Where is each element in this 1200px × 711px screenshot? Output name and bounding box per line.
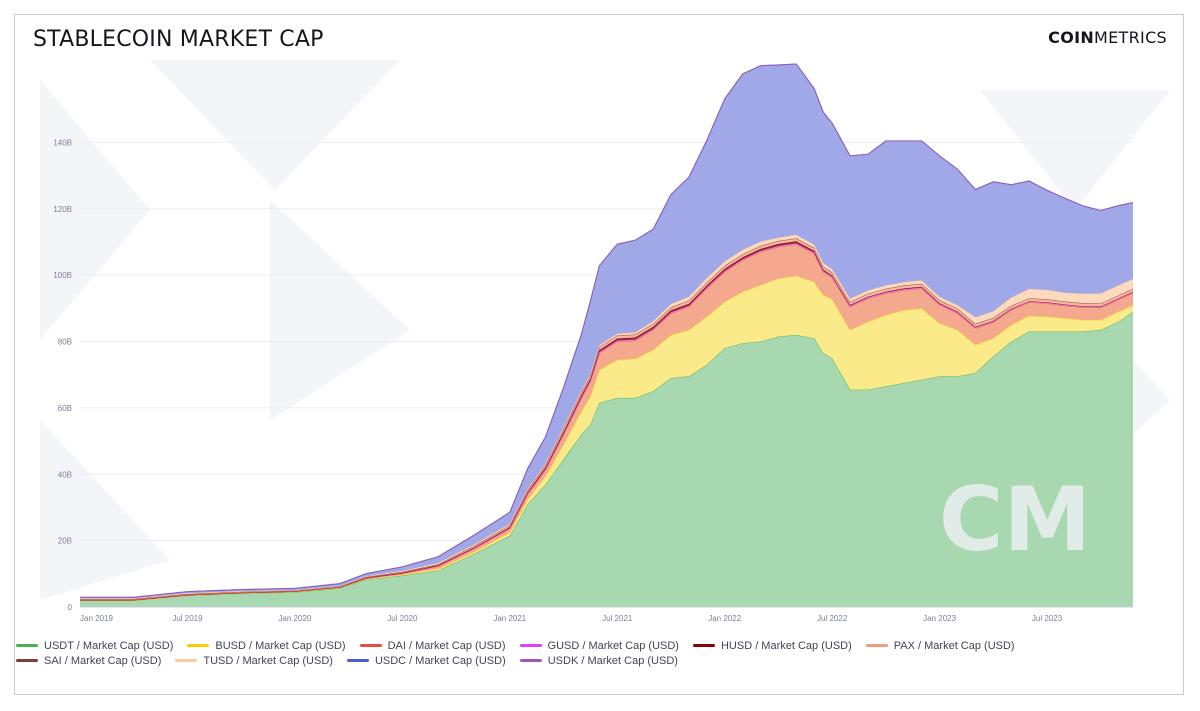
decor-triangle [40,80,150,340]
legend-label: PAX / Market Cap (USD) [893,639,1015,652]
legend-swatch [16,644,38,647]
y-tick-label: 20B [58,537,72,546]
x-tick-label: Jan 2021 [493,614,526,623]
legend-label: GUSD / Market Cap (USD) [547,639,679,652]
y-tick-label: 140B [53,138,72,147]
legend-item[interactable]: BUSD / Market Cap (USD) [187,638,346,653]
legend-swatch [187,644,210,647]
x-tick-label: Jan 2020 [278,614,311,623]
legend-item[interactable]: GUSD / Market Cap (USD) [519,638,679,653]
series-area [80,64,1133,599]
legend-item[interactable]: USDT / Market Cap (USD) [16,638,173,653]
brand-logo-bold: COIN [1048,28,1095,47]
decor-triangle [270,200,410,420]
y-tick-label: 80B [58,338,72,347]
legend-label: USDC / Market Cap (USD) [374,654,506,667]
legend-swatch [519,644,542,647]
legend-label: HUSD / Market Cap (USD) [720,639,852,652]
legend-label: SAI / Market Cap (USD) [44,654,162,667]
series-area [80,311,1133,607]
legend-row: SAI / Market Cap (USD) TUSD / Market Cap … [16,653,1156,668]
y-tick-label: 100B [53,271,72,280]
legend-swatch [692,644,715,647]
legend-item[interactable]: DAI / Market Cap (USD) [359,638,506,653]
y-tick-label: 0 [68,603,73,612]
legend-label: BUSD / Market Cap (USD) [215,639,346,652]
watermark-logo: CM [939,468,1091,571]
legend-label: TUSD / Market Cap (USD) [203,654,333,667]
decor-triangle [40,420,170,600]
legend-row: USDT / Market Cap (USD) BUSD / Market Cap… [16,638,1156,653]
x-tick-label: Jul 2022 [817,614,848,623]
y-tick-label: 60B [58,404,72,413]
legend-item[interactable]: HUSD / Market Cap (USD) [692,638,852,653]
legend-item[interactable]: TUSD / Market Cap (USD) [175,653,333,668]
brand-logo: COINMETRICS [1048,28,1167,47]
chart-title: STABLECOIN MARKET CAP [33,27,324,52]
legend-item[interactable]: PAX / Market Cap (USD) [865,638,1015,653]
legend-swatch [346,659,369,662]
legend-swatch [359,644,382,647]
x-tick-label: Jul 2020 [387,614,418,623]
brand-logo-light: METRICS [1094,28,1167,47]
x-tick-label: Jul 2023 [1032,614,1063,623]
legend-swatch [175,659,198,662]
legend-label: USDT / Market Cap (USD) [44,639,174,652]
y-tick-label: 120B [53,205,72,214]
legend-item[interactable]: USDK / Market Cap (USD) [519,653,678,668]
legend-label: DAI / Market Cap (USD) [387,639,506,652]
legend-swatch [16,659,38,662]
legend-swatch [865,644,888,647]
x-tick-label: Jan 2019 [80,614,113,623]
series-area [80,275,1133,601]
decor-triangle [980,90,1170,210]
legend-label: USDK / Market Cap (USD) [547,654,678,667]
x-tick-label: Jul 2021 [602,614,633,623]
y-tick-label: 40B [58,470,72,479]
chart-legend: USDT / Market Cap (USD) BUSD / Market Cap… [16,638,1156,668]
axes: 0 20B 40B 60B 80B 100B 120B 140B Jan 2019 Jul 201… [53,138,1133,623]
legend-swatch [519,659,542,662]
x-tick-label: Jul 2019 [172,614,203,623]
x-tick-label: Jan 2023 [923,614,956,623]
legend-item[interactable]: SAI / Market Cap (USD) [16,653,161,668]
legend-item[interactable]: USDC / Market Cap (USD) [346,653,506,668]
x-tick-label: Jan 2022 [708,614,741,623]
series-areas [80,63,1134,607]
decor-triangle [150,60,400,190]
series-line [80,63,1134,598]
